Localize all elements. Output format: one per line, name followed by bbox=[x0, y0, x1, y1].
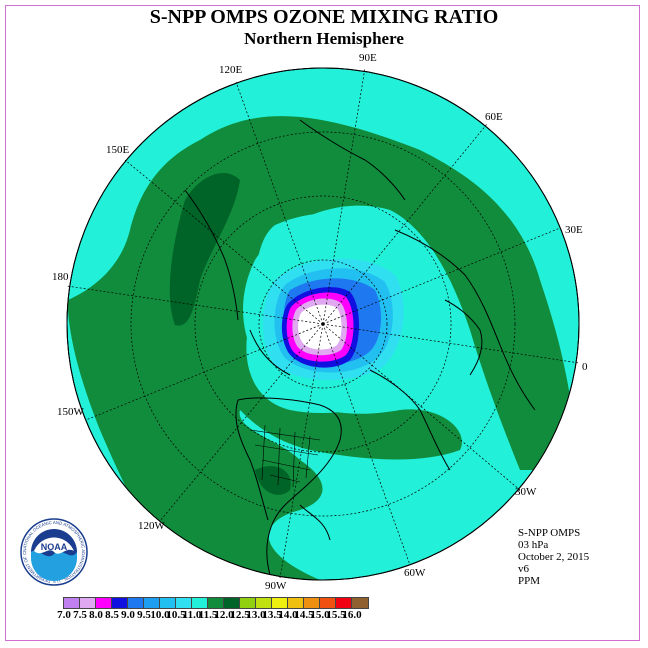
colorbar-swatch bbox=[64, 598, 80, 608]
colorbar-tick-label: 14.0 bbox=[278, 609, 298, 621]
colorbar-tick-label: 7.5 bbox=[73, 609, 87, 621]
colorbar-swatch bbox=[128, 598, 144, 608]
colorbar-swatch bbox=[80, 598, 96, 608]
graticule bbox=[66, 67, 580, 579]
colorbar-swatch bbox=[192, 598, 208, 608]
colorbar bbox=[63, 597, 369, 609]
colorbar-tick-label: 13.5 bbox=[262, 609, 282, 621]
info-version: v6 bbox=[518, 563, 529, 575]
colorbar-swatch bbox=[112, 598, 128, 608]
colorbar-swatch bbox=[304, 598, 320, 608]
lon-label-30e: 30E bbox=[565, 224, 583, 236]
colorbar-swatch bbox=[240, 598, 256, 608]
ozone-contour-12-0-east bbox=[255, 466, 291, 495]
ozone-field bbox=[68, 116, 579, 580]
colorbar-swatch bbox=[224, 598, 240, 608]
colorbar-swatch bbox=[272, 598, 288, 608]
info-instrument: S-NPP OMPS bbox=[518, 527, 581, 539]
colorbar-tick-label: 10.5 bbox=[166, 609, 186, 621]
colorbar-tick-label: 13.0 bbox=[246, 609, 266, 621]
colorbar-tick-label: 14.5 bbox=[294, 609, 314, 621]
colorbar-tick-label: 10.0 bbox=[150, 609, 170, 621]
map-subtitle: Northern Hemisphere bbox=[244, 29, 404, 48]
map-title: S-NPP OMPS OZONE MIXING RATIO bbox=[149, 6, 499, 28]
lon-label-60w: 60W bbox=[404, 567, 426, 579]
lon-label-90e: 90E bbox=[359, 52, 377, 64]
lon-label-150w: 150W bbox=[57, 406, 85, 418]
colorbar-tick-label: 7.0 bbox=[57, 609, 71, 621]
lon-label-60e: 60E bbox=[485, 111, 503, 123]
colorbar-ticks: 7.0 7.5 8.0 8.5 9.0 9.5 10.0 10.5 11.0 11.5 12.0 12… bbox=[0, 609, 648, 623]
coastlines bbox=[184, 119, 536, 576]
colorbar-swatch bbox=[208, 598, 224, 608]
colorbar-swatch bbox=[336, 598, 352, 608]
colorbar-tick-label: 15.5 bbox=[326, 609, 346, 621]
colorbar-tick-label: 11.0 bbox=[182, 609, 202, 621]
lon-label-30w: 30W bbox=[515, 486, 537, 498]
lon-label-120w: 120W bbox=[138, 520, 166, 532]
colorbar-tick-label: 9.5 bbox=[137, 609, 151, 621]
logo-text: NOAA bbox=[41, 542, 68, 552]
map-boundary bbox=[66, 67, 580, 581]
colorbar-tick-label: 16.0 bbox=[342, 609, 362, 621]
colorbar-swatch bbox=[96, 598, 112, 608]
ozone-minimum-area bbox=[298, 304, 342, 350]
lon-label-0: 0 bbox=[582, 361, 588, 373]
colorbar-swatch bbox=[288, 598, 304, 608]
colorbar-tick-label: 8.0 bbox=[89, 609, 103, 621]
colorbar-tick-label: 12.5 bbox=[230, 609, 250, 621]
lon-label-150e: 150E bbox=[106, 144, 130, 156]
info-date: October 2, 2015 bbox=[518, 551, 590, 563]
colorbar-swatch bbox=[352, 598, 368, 608]
colorbar-swatch bbox=[256, 598, 272, 608]
colorbar-tick-label: 15.0 bbox=[310, 609, 330, 621]
info-block: S-NPP OMPS 03 hPa October 2, 2015 v6 PPM bbox=[518, 527, 589, 587]
colorbar-swatch bbox=[160, 598, 176, 608]
lon-label-180: 180 bbox=[52, 271, 69, 283]
colorbar-tick-label: 12.0 bbox=[214, 609, 234, 621]
us-state-borders bbox=[249, 424, 321, 488]
colorbar-tick-label: 8.5 bbox=[105, 609, 119, 621]
colorbar-tick-label: 11.5 bbox=[198, 609, 218, 621]
figure-frame bbox=[5, 5, 640, 641]
lon-label-120e: 120E bbox=[219, 64, 243, 76]
info-units: PPM bbox=[518, 575, 541, 587]
info-level: 03 hPa bbox=[518, 539, 549, 551]
lon-label-90w: 90W bbox=[265, 580, 287, 592]
colorbar-swatch bbox=[176, 598, 192, 608]
colorbar-swatch bbox=[320, 598, 336, 608]
colorbar-swatch bbox=[144, 598, 160, 608]
ozone-contour-12-0-west bbox=[169, 172, 240, 326]
colorbar-tick-label: 9.0 bbox=[121, 609, 135, 621]
noaa-logo: NATIONAL OCEANIC AND ATMOSPHERIC ADMINIS… bbox=[20, 518, 88, 586]
